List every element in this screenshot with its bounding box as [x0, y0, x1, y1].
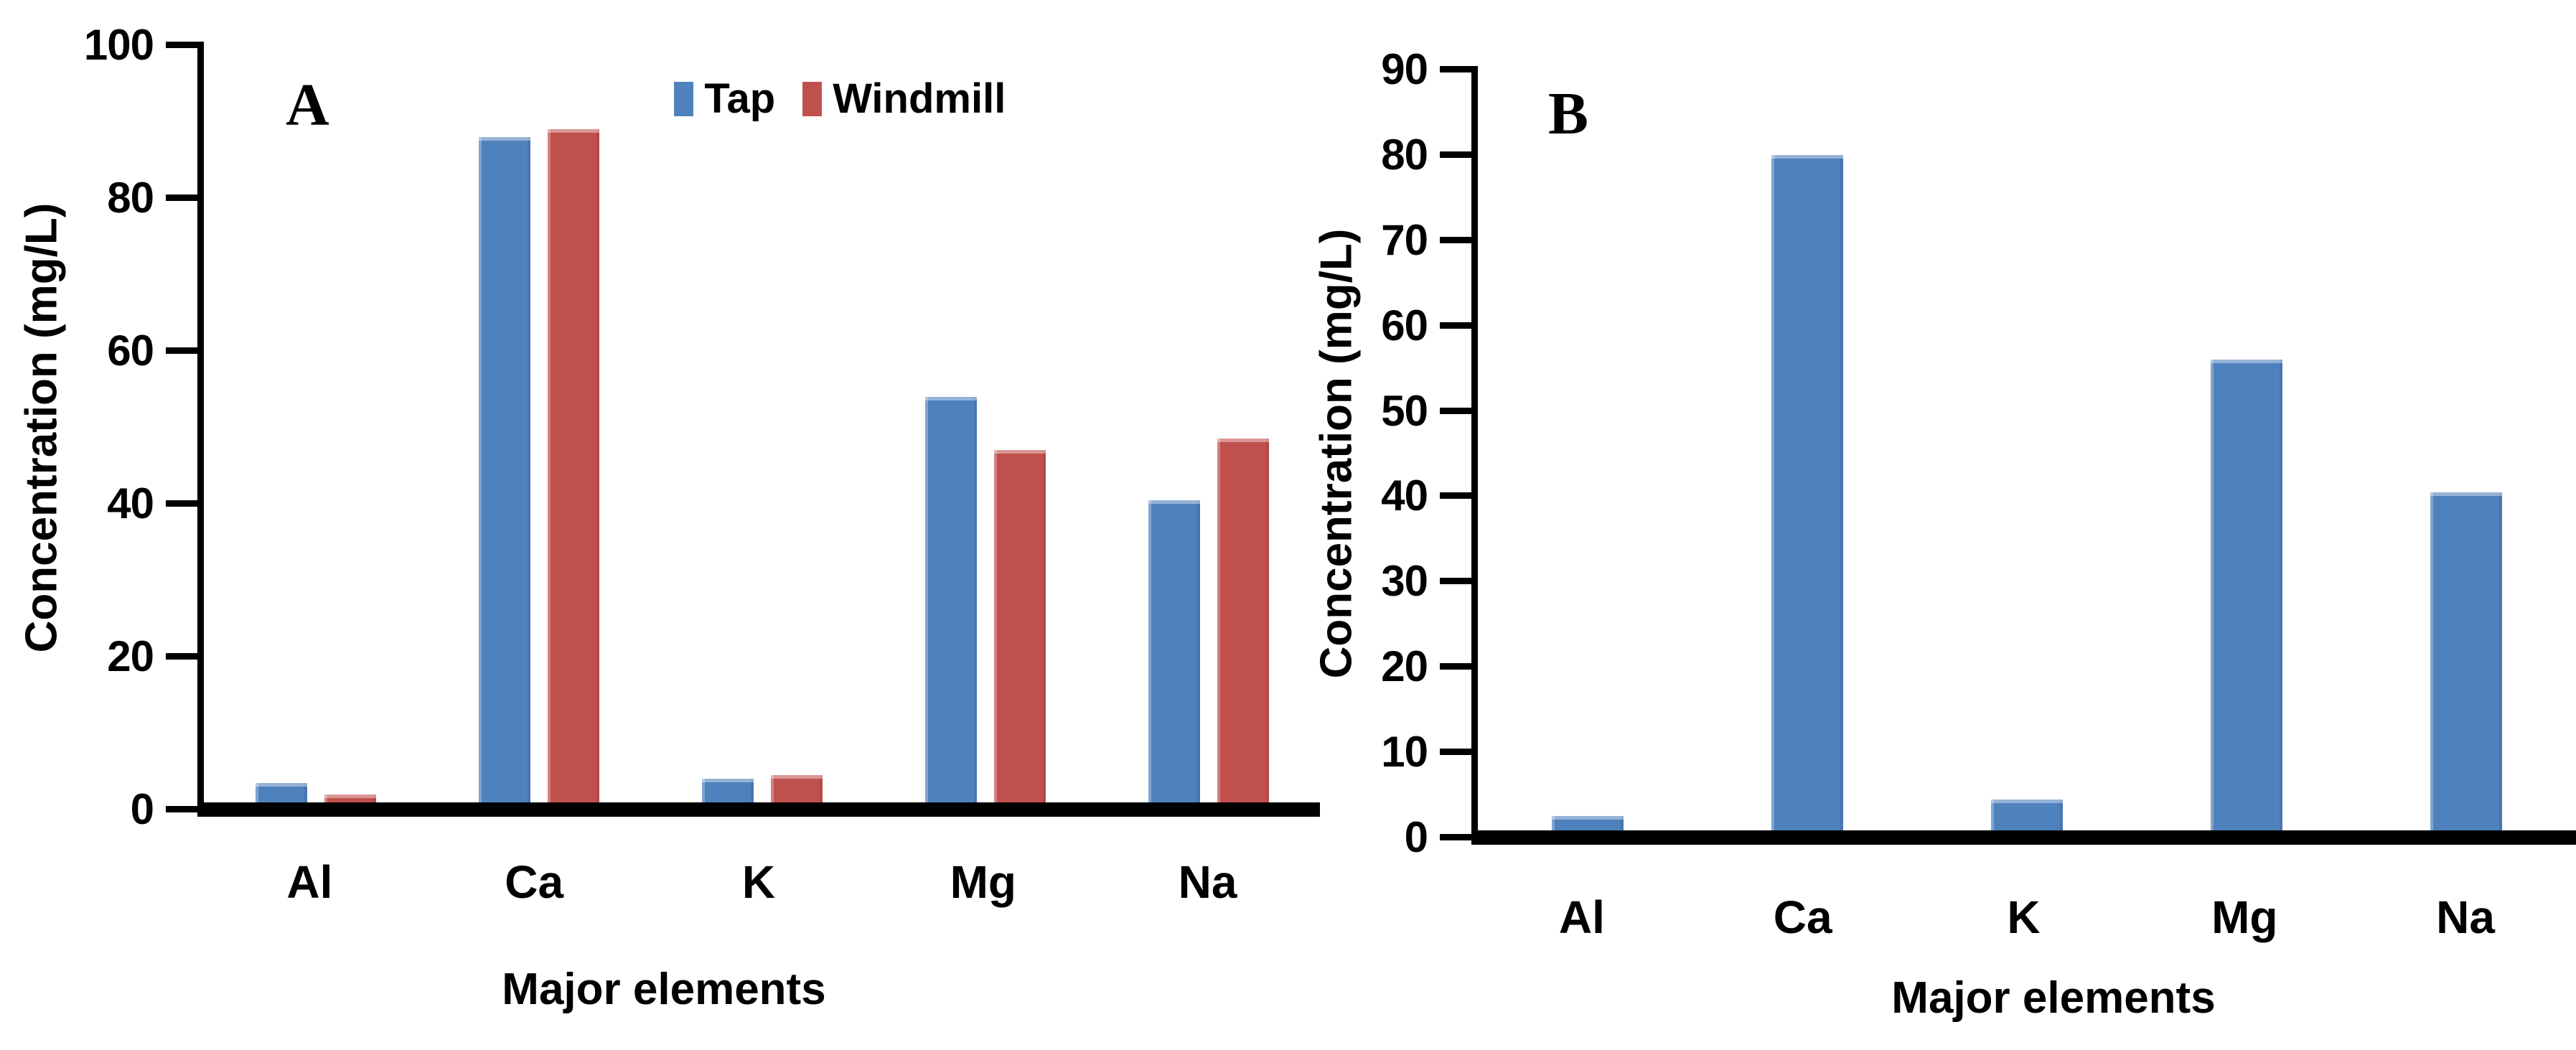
category-slot-al [204, 45, 427, 810]
x-category-label-ca: Ca [505, 856, 564, 908]
y-tick-mark [1440, 578, 1478, 585]
y-tick-label: 70 [1381, 215, 1428, 264]
y-tick-label: 100 [83, 21, 154, 69]
legend-item-tap: Tap [674, 78, 775, 120]
x-category-label-na: Na [1178, 856, 1237, 908]
legend-label-tap: Tap [704, 75, 776, 122]
y-tick-mark [166, 500, 204, 507]
y-tick-mark [1440, 407, 1478, 414]
y-tick-label: 80 [107, 174, 154, 222]
panel-label-a: A [286, 72, 329, 139]
x-category-label-mg: Mg [950, 856, 1016, 908]
panel-label-b: B [1548, 80, 1589, 147]
y-tick-mark [166, 42, 204, 48]
y-tick-label: 80 [1381, 130, 1428, 179]
x-axis-title-a: Major elements [502, 965, 826, 1014]
y-tick-label: 0 [130, 785, 154, 833]
category-slot-mg [874, 45, 1097, 810]
y-tick-mark [1440, 749, 1478, 756]
panel-b: Concentration (mg/L) B 0 10 20 30 40 50 60 70 80… [1299, 0, 2576, 1050]
x-category-label-al: Al [286, 856, 333, 908]
y-tick-label: 50 [1381, 386, 1428, 435]
y-tick-mark [1440, 834, 1478, 840]
y-tick-label: 0 [1404, 813, 1428, 861]
y-tick-label: 90 [1381, 45, 1428, 93]
bar-series-mg [2211, 360, 2282, 838]
y-tick-label: 40 [1381, 472, 1428, 520]
y-tick-label: 20 [107, 632, 154, 680]
bar-tap-na [1148, 500, 1200, 810]
category-slot-na [1097, 45, 1320, 810]
y-tick-mark [1440, 236, 1478, 243]
y-tick-label: 30 [1381, 557, 1428, 606]
y-tick-mark [166, 806, 204, 812]
category-slot-ca [1697, 70, 1917, 838]
y-tick-mark [166, 194, 204, 201]
x-category-label-k: K [2007, 891, 2041, 943]
bar-tap-mg [924, 396, 977, 810]
bar-series-na [2430, 492, 2502, 838]
y-tick-mark [1440, 66, 1478, 72]
y-tick-label: 20 [1381, 642, 1428, 691]
x-category-label-al: Al [1558, 891, 1605, 943]
y-axis-title-wrap-a: Concentration (mg/L) [13, 45, 70, 810]
y-axis-title-a: Concentration (mg/L) [17, 202, 66, 652]
y-tick-label: 10 [1381, 728, 1428, 777]
y-tick-mark [166, 347, 204, 354]
y-tick-mark [166, 653, 204, 660]
bar-windmill-mg [993, 450, 1046, 810]
x-axis-line-a [197, 802, 1320, 817]
legend-swatch-windmill-icon [802, 82, 823, 116]
x-axis-title-b: Major elements [1891, 973, 2216, 1023]
x-category-label-k: K [741, 856, 776, 908]
y-axis-title-b: Concentration (mg/L) [1311, 228, 1361, 679]
category-slot-mg [2137, 70, 2356, 838]
y-tick-mark [1440, 151, 1478, 158]
legend-label-windmill: Windmill [833, 75, 1006, 122]
y-tick-mark [1440, 663, 1478, 670]
y-tick-mark [1440, 492, 1478, 500]
legend: Tap Windmill [674, 78, 1006, 120]
legend-item-windmill: Windmill [802, 78, 1006, 120]
y-tick-label: 60 [107, 327, 154, 375]
y-tick-label: 60 [1381, 301, 1428, 350]
x-category-label-na: Na [2436, 891, 2495, 943]
category-slot-al [1478, 70, 1697, 838]
category-slot-k [650, 45, 874, 810]
x-axis-line-b [1471, 830, 2576, 845]
plot-area-b: B 0 10 20 30 40 50 60 70 80 90 [1381, 45, 2576, 861]
bar-windmill-na [1217, 439, 1269, 810]
bar-windmill-ca [547, 129, 599, 810]
category-slot-ca [427, 45, 650, 810]
x-category-labels-a: Al Ca K Mg Na [197, 856, 1320, 908]
y-tick-label: 40 [107, 479, 154, 528]
bars-a [204, 45, 1320, 810]
category-slot-k [1917, 70, 2137, 838]
y-tick-mark [1440, 322, 1478, 329]
bar-tap-ca [478, 136, 530, 810]
x-category-labels-b: Al Ca K Mg Na [1471, 891, 2576, 943]
category-slot-na [2356, 70, 2576, 838]
x-category-label-ca: Ca [1773, 891, 1832, 943]
plot-area-a: A Tap Windmill 0 20 40 60 80 100 [84, 21, 1320, 833]
legend-swatch-tap-icon [674, 82, 694, 116]
x-category-label-mg: Mg [2211, 891, 2278, 943]
bars-b [1478, 70, 2576, 838]
panel-a: Concentration (mg/L) A Tap Windmill 0 20 40… [13, 21, 1320, 1014]
bar-series-ca [1771, 154, 1843, 838]
